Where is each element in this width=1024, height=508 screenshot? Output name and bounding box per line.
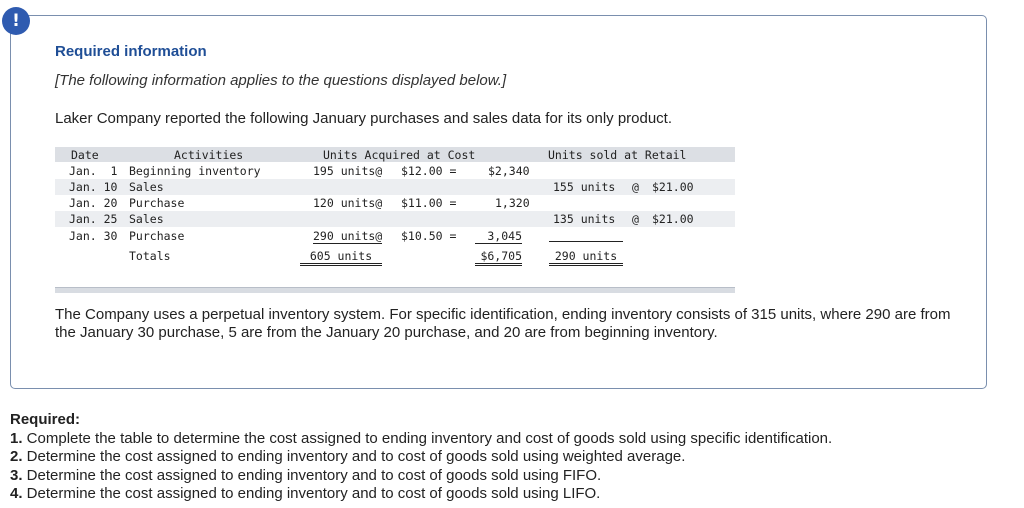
- row-date: Jan. 1: [69, 164, 118, 178]
- table-header-row: Date Activities Units Acquired at Cost U…: [55, 147, 735, 162]
- header-activities: Activities: [174, 148, 244, 162]
- info-title: Required information: [55, 43, 207, 60]
- required-information-panel: Required information [The following info…: [10, 15, 987, 389]
- row-date: Jan. 20: [69, 196, 118, 210]
- header-units-sold: Units sold at Retail: [548, 148, 687, 162]
- row-activity: Sales: [129, 212, 164, 226]
- required-item-text: Determine the cost assigned to ending in…: [22, 485, 601, 502]
- required-item: 3. Determine the cost assigned to ending…: [10, 467, 1010, 486]
- row-acquired-total: 1,320: [495, 196, 530, 210]
- totals-label: Totals: [129, 249, 171, 263]
- row-acquired-price: $12.00 =: [401, 164, 457, 178]
- row-acquired-units: 290 units@: [313, 229, 383, 244]
- required-item-text: Determine the cost assigned to ending in…: [22, 466, 602, 484]
- row-sold-at: @: [632, 212, 639, 226]
- row-acquired-price: $11.00 =: [401, 196, 457, 210]
- row-sold-price: $21.00: [652, 180, 694, 194]
- row-activity: Sales: [129, 180, 164, 194]
- purchases-sales-table: Date Activities Units Acquired at Cost U…: [55, 147, 735, 295]
- header-date: Date: [71, 148, 99, 162]
- row-acquired-total: 3,045: [475, 229, 522, 244]
- row-acquired-units: 195 units@: [313, 164, 383, 178]
- required-item-number: 4.: [10, 485, 23, 502]
- required-item: 4. Determine the cost assigned to ending…: [10, 485, 1010, 504]
- table-row: Jan. 1 Beginning inventory 195 units@ $1…: [55, 163, 735, 179]
- required-item-number: 3.: [10, 466, 23, 484]
- alert-icon: !: [2, 7, 30, 35]
- row-activity: Purchase: [129, 196, 185, 210]
- row-acquired-price: $10.50 =: [401, 229, 457, 243]
- required-heading: Required:: [10, 411, 81, 428]
- row-acquired-total: $2,340: [488, 164, 530, 178]
- required-item-number: 1.: [10, 429, 23, 447]
- totals-sold-units: 290 units: [549, 249, 623, 266]
- table-row: Jan. 10 Sales 155 units @ $21.00: [55, 179, 735, 195]
- table-row: Jan. 25 Sales 135 units @ $21.00: [55, 211, 735, 227]
- row-date: Jan. 10: [69, 180, 118, 194]
- required-item-text: Complete the table to determine the cost…: [22, 429, 833, 447]
- required-item: 2. Determine the cost assigned to ending…: [10, 448, 1010, 467]
- table-footer-bar: [55, 287, 735, 293]
- row-sold-price: $21.00: [652, 212, 694, 226]
- required-item: 1. Complete the table to determine the c…: [10, 430, 1010, 449]
- info-note: [The following information applies to th…: [55, 72, 507, 89]
- table-row: Jan. 30 Purchase 290 units@ $10.50 = 3,0…: [55, 228, 735, 244]
- row-activity: Purchase: [129, 229, 185, 243]
- row-sold-units: 135 units: [553, 212, 616, 226]
- required-section: Required: 1. Complete the table to deter…: [10, 411, 1010, 504]
- row-activity: Beginning inventory: [129, 164, 261, 178]
- info-intro: Laker Company reported the following Jan…: [55, 110, 673, 127]
- row-acquired-units: 120 units@: [313, 196, 383, 210]
- header-units-acquired: Units Acquired at Cost: [323, 148, 476, 162]
- totals-acquired-total: $6,705: [475, 249, 522, 266]
- required-item-number: 2.: [10, 448, 23, 465]
- row-sold-at: @: [632, 180, 639, 194]
- sold-units-rule: [549, 229, 623, 242]
- row-date: Jan. 25: [69, 212, 118, 226]
- required-item-text: Determine the cost assigned to ending in…: [22, 448, 686, 465]
- row-date: Jan. 30: [69, 229, 118, 243]
- totals-acquired-units: 605 units: [300, 249, 382, 266]
- totals-row: Totals 605 units $6,705 290 units: [55, 248, 735, 266]
- table-row: Jan. 20 Purchase 120 units@ $11.00 = 1,3…: [55, 195, 735, 211]
- info-paragraph: The Company uses a perpetual inventory s…: [55, 306, 951, 341]
- row-sold-units: 155 units: [553, 180, 616, 194]
